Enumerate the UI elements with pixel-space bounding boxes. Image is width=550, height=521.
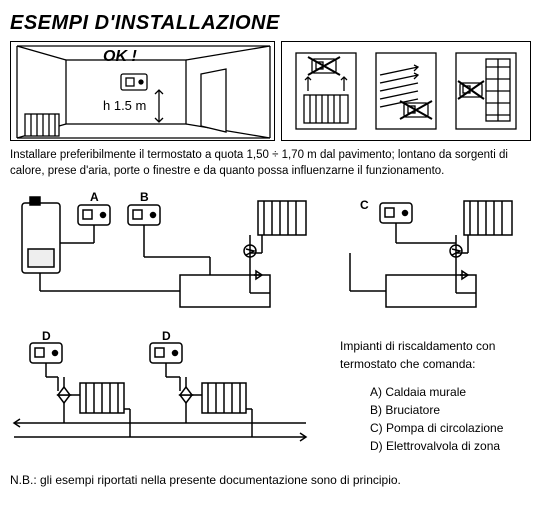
bad-icon-radiator — [290, 47, 362, 135]
label-d1: D — [42, 329, 51, 343]
bad-placement-panel — [281, 41, 531, 141]
legend-item-b: B) Bruciatore — [370, 401, 540, 419]
label-c: C — [360, 198, 369, 212]
top-panels: OK ! h 1.5 m — [10, 41, 540, 141]
legend-title: Impianti di riscaldamento con termostato… — [340, 337, 540, 373]
label-a: A — [90, 190, 99, 204]
diagram-row-2: D D Impianti di riscaldamento con termos… — [10, 337, 540, 455]
legend: Impianti di riscaldamento con termostato… — [340, 337, 540, 455]
bad-icon-window — [450, 47, 522, 135]
diagram-row-1: A B — [10, 193, 540, 313]
legend-item-c: C) Pompa di circolazione — [370, 419, 540, 437]
height-label: h 1.5 m — [103, 98, 146, 113]
diagram-d: D D — [10, 337, 310, 447]
room-illustration — [11, 42, 276, 142]
page-title: ESEMPI D'INSTALLAZIONE — [10, 12, 540, 35]
ok-label: OK ! — [103, 48, 137, 66]
legend-item-d: D) Elettrovalvola di zona — [370, 437, 540, 455]
diagram-ab: A B — [10, 193, 320, 313]
legend-item-a: A) Caldaia murale — [370, 383, 540, 401]
label-d2: D — [162, 329, 171, 343]
install-description: Installare preferibilmente il termostato… — [10, 147, 540, 179]
bad-icon-draft — [370, 47, 442, 135]
label-b: B — [140, 190, 149, 204]
nb-note: N.B.: gli esempi riportati nella present… — [10, 473, 540, 487]
room-panel: OK ! h 1.5 m — [10, 41, 275, 141]
diagram-c: C — [340, 193, 530, 313]
